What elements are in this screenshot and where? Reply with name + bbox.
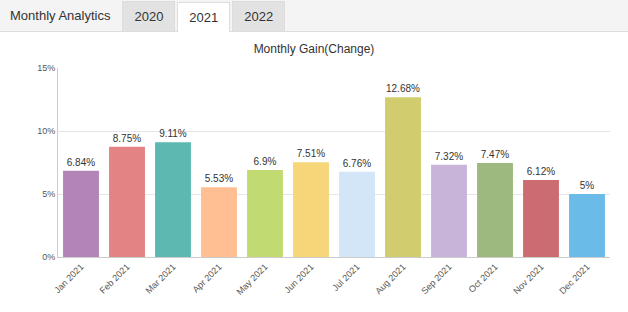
svg-text:7.51%: 7.51%	[297, 148, 325, 159]
svg-text:9.11%: 9.11%	[159, 128, 187, 139]
svg-text:15%: 15%	[37, 63, 55, 73]
svg-text:5%: 5%	[42, 189, 55, 199]
html-text:2021: 2021	[189, 10, 219, 25]
svg-text:8.75%: 8.75%	[113, 133, 141, 144]
svg-text:7.32%: 7.32%	[435, 151, 463, 162]
html-text:2020: 2020	[134, 9, 164, 24]
svg-text:12.68%: 12.68%	[386, 83, 420, 94]
svg-text:6.76%: 6.76%	[343, 158, 371, 169]
svg-text:0%: 0%	[42, 252, 55, 262]
svg-text:Oct 2021: Oct 2021	[467, 262, 500, 295]
svg-text:6.9%: 6.9%	[254, 156, 277, 167]
svg-text:Aug 2021: Aug 2021	[373, 262, 407, 296]
svg-text:5.53%: 5.53%	[205, 173, 233, 184]
html-text:2022: 2022	[244, 9, 274, 24]
svg-text:Apr 2021: Apr 2021	[191, 262, 224, 295]
svg-text:Jun 2021: Jun 2021	[282, 262, 315, 295]
svg-text:Monthly Gain(Change): Monthly Gain(Change)	[254, 42, 375, 56]
svg-text:Dec 2021: Dec 2021	[557, 262, 591, 296]
html-text:Monthly Analytics: Monthly Analytics	[10, 8, 111, 23]
svg-text:Mar 2021: Mar 2021	[144, 262, 178, 296]
svg-text:10%: 10%	[37, 126, 55, 136]
svg-text:May 2021: May 2021	[235, 262, 270, 297]
svg-text:6.12%: 6.12%	[527, 166, 555, 177]
svg-text:Jan 2021: Jan 2021	[52, 262, 85, 295]
svg-text:Jul 2021: Jul 2021	[330, 262, 361, 293]
svg-text:Feb 2021: Feb 2021	[98, 262, 132, 296]
svg-text:7.47%: 7.47%	[481, 149, 509, 160]
svg-text:Sep 2021: Sep 2021	[419, 262, 453, 296]
svg-text:6.84%: 6.84%	[67, 157, 95, 168]
svg-text:Nov 2021: Nov 2021	[511, 262, 545, 296]
svg-text:5%: 5%	[580, 180, 595, 191]
